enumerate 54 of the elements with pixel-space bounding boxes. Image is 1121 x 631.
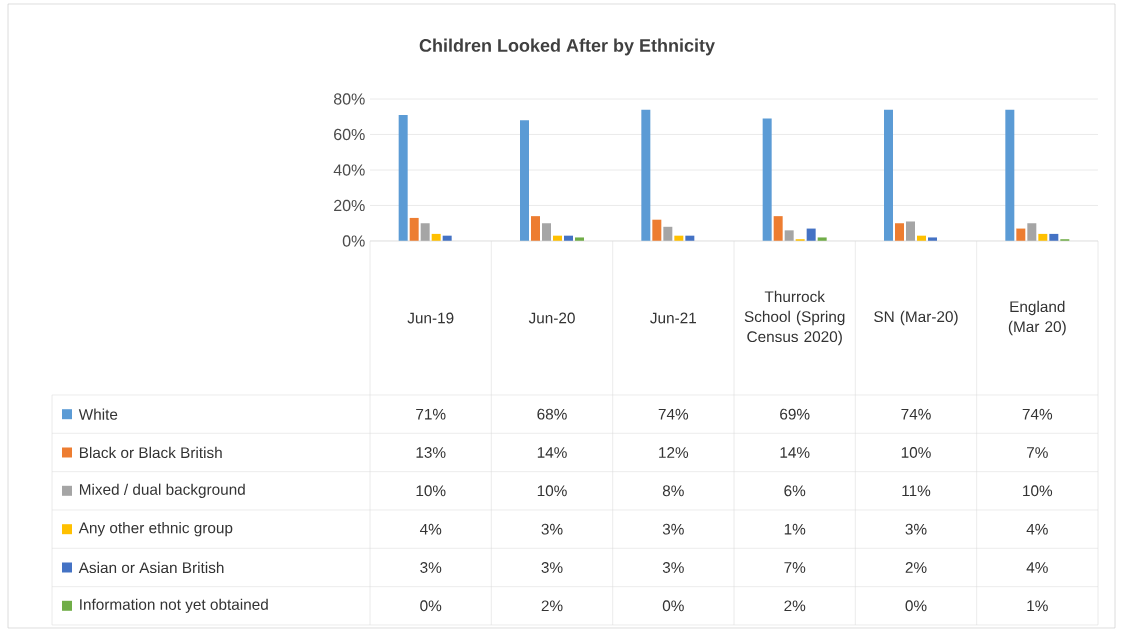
data-label: 4% <box>1026 523 1048 535</box>
data-label: 12% <box>659 447 689 458</box>
x-tick-label: Jun-19 <box>407 312 454 324</box>
data-label: 10% <box>901 447 931 458</box>
data-label: 74% <box>901 408 931 420</box>
chart-title: Children Looked After by Ethnicity <box>419 38 715 56</box>
y-tick-label: 80% <box>333 93 365 105</box>
data-label: 3% <box>662 562 684 573</box>
y-tick-label: 20% <box>334 199 365 212</box>
data-label: 1% <box>1027 600 1048 612</box>
data-label: 68% <box>537 408 567 420</box>
data-label: 6% <box>784 485 806 497</box>
data-label: 10% <box>1023 485 1053 497</box>
legend-label: White <box>78 408 118 420</box>
x-tick-label: SN (Mar-20) <box>874 310 958 326</box>
data-label: 3% <box>662 523 684 535</box>
data-label: 7% <box>784 562 806 573</box>
data-label: 0% <box>905 600 927 612</box>
x-tick-label: Jun-21 <box>650 312 696 324</box>
data-label: 10% <box>537 485 567 497</box>
data-label: 2% <box>905 562 927 573</box>
legend-label: Asian or Asian British <box>78 561 224 574</box>
data-label: 10% <box>416 485 446 497</box>
y-tick-label: 40% <box>333 164 365 176</box>
data-label: 1% <box>784 523 806 535</box>
y-tick-label: 0% <box>342 235 365 247</box>
legend-label: Mixed / dual background <box>79 483 245 498</box>
data-label: 74% <box>1022 408 1053 420</box>
data-label: 3% <box>420 562 442 573</box>
data-label: 71% <box>416 408 446 420</box>
data-label: 3% <box>541 562 563 573</box>
y-tick-label: 60% <box>334 128 365 141</box>
data-label: 14% <box>537 447 567 458</box>
data-label: 4% <box>1026 562 1048 573</box>
data-label: 8% <box>662 485 684 497</box>
data-label: 0% <box>420 600 442 612</box>
x-tick-label: England (Mar 20) <box>1008 300 1066 336</box>
data-label: 3% <box>905 523 927 535</box>
data-label: 4% <box>419 523 442 535</box>
data-label: 13% <box>416 447 446 458</box>
data-label: 74% <box>658 408 689 420</box>
legend-label: Any other ethnic group <box>78 522 233 537</box>
x-tick-label: Thurrock School (Spring Census 2020) <box>744 290 845 346</box>
data-label: 3% <box>541 523 563 535</box>
x-tick-label: Jun-20 <box>528 312 575 324</box>
data-label: 14% <box>780 447 810 458</box>
data-label: 0% <box>662 600 684 612</box>
data-label: 11% <box>902 485 931 497</box>
legend-label: Black or Black British <box>79 446 222 459</box>
legend-label: Information not yet obtained <box>80 598 268 613</box>
data-label: 69% <box>780 408 810 420</box>
data-label: 2% <box>541 600 563 612</box>
data-label: 7% <box>1027 447 1048 458</box>
data-label: 2% <box>784 600 806 612</box>
